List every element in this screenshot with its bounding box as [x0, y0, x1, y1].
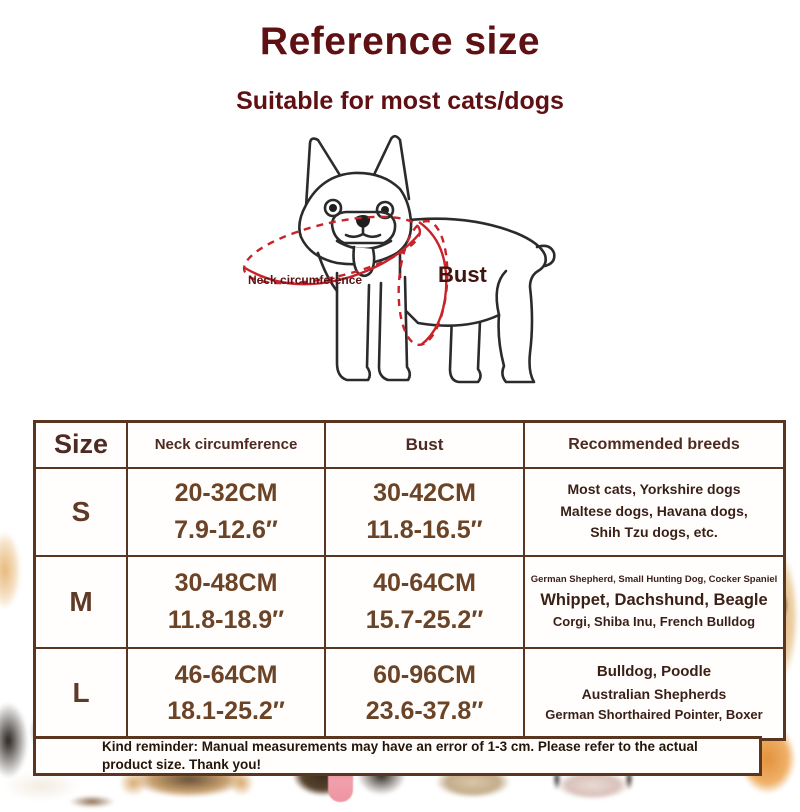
breeds-cell: Most cats, Yorkshire dogs Maltese dogs, … — [523, 466, 786, 557]
neck-cell: 30-48CM 11.8-18.9″ — [126, 554, 326, 649]
neck-cm-value: 46-64CM — [174, 661, 278, 689]
dog-eye-left — [323, 198, 343, 218]
size-cell: S — [33, 466, 128, 557]
reminder-text: Kind reminder: Manual measurements may h… — [102, 739, 698, 772]
dog-rear-far-leg — [448, 313, 482, 384]
bust-inch-value: 23.6-37.8″ — [365, 697, 484, 726]
neck-cell: 46-64CM 18.1-25.2″ — [126, 646, 326, 741]
breeds-cell: Bulldog, Poodle Australian Shepherds Ger… — [523, 646, 786, 741]
size-table: Size Neck circumference Bust Recommended… — [33, 420, 786, 741]
dog-illustration — [242, 134, 556, 384]
breeds-line: Corgi, Shiba Inu, French Bulldog — [552, 614, 756, 630]
dog-body — [398, 217, 547, 384]
bust-cm-value: 30-42CM — [373, 479, 476, 508]
table-row-size-s: S 20-32CM 7.9-12.6″ 30-42CM 11.8-16.5″ M… — [33, 466, 786, 557]
table-header-row: Size Neck circumference Bust Recommended… — [33, 420, 786, 469]
neck-inch-value: 7.9-12.6″ — [174, 515, 278, 544]
table-row-size-m: M 30-48CM 11.8-18.9″ 40-64CM 15.7-25.2″ … — [33, 554, 786, 649]
neck-inch-value: 18.1-25.2″ — [167, 697, 285, 726]
photo-cat-fur-left — [0, 520, 36, 632]
bust-cell: 60-96CM 23.6-37.8″ — [324, 646, 525, 741]
bust-cell: 40-64CM 15.7-25.2″ — [324, 554, 525, 649]
dog-front-leg-right — [377, 275, 412, 382]
bust-cm-value: 40-64CM — [373, 569, 476, 598]
breeds-line: Bulldog, Poodle — [596, 663, 712, 681]
dog-muzzle — [330, 210, 397, 245]
breeds-line: Maltese dogs, Havana dogs, — [560, 502, 748, 519]
header-size: Size — [33, 420, 128, 469]
neck-cm-value: 20-32CM — [174, 479, 278, 508]
breeds-line: Most cats, Yorkshire dogs — [567, 480, 741, 497]
size-cell: L — [33, 646, 128, 741]
header-neck-circumference: Neck circumference — [126, 420, 326, 469]
page-title: Reference size — [259, 20, 541, 63]
bust-cell: 30-42CM 11.8-16.5″ — [324, 466, 525, 557]
dog-tail — [535, 244, 556, 268]
header-recommended-breeds: Recommended breeds — [523, 420, 786, 469]
breeds-line: Australian Shepherds — [581, 685, 727, 702]
neck-cell: 20-32CM 7.9-12.6″ — [126, 466, 326, 557]
neck-circumference-label: Neck circumference — [248, 273, 363, 287]
table-row-size-l: L 46-64CM 18.1-25.2″ 60-96CM 23.6-37.8″ … — [33, 646, 786, 741]
breeds-line: Whippet, Dachshund, Beagle — [540, 590, 768, 609]
header-bust: Bust — [324, 420, 525, 469]
breeds-line: German Shorthaired Pointer, Boxer — [545, 707, 763, 723]
dog-front-leg-left — [335, 271, 372, 382]
bust-inch-value: 15.7-25.2″ — [365, 605, 484, 634]
bust-cm-value: 60-96CM — [373, 661, 476, 689]
reminder-banner: Kind reminder: Manual measurements may h… — [33, 736, 762, 776]
dog-measurement-diagram: Neck circumference Bust — [240, 125, 570, 415]
breeds-cell: German Shepherd, Small Hunting Dog, Cock… — [523, 554, 786, 649]
breeds-line: Shih Tzu dogs, etc. — [590, 524, 718, 541]
size-letter-s: S — [71, 495, 91, 527]
size-letter-l: L — [72, 677, 90, 709]
neck-circumference-line — [242, 215, 422, 285]
neck-cm-value: 30-48CM — [174, 569, 278, 598]
breeds-line: German Shepherd, Small Hunting Dog, Cock… — [530, 573, 778, 585]
page-subtitle: Suitable for most cats/dogs — [236, 87, 564, 115]
size-cell: M — [33, 554, 128, 649]
neck-inch-value: 11.8-18.9″ — [167, 605, 285, 634]
bust-label: Bust — [438, 262, 487, 287]
bust-inch-value: 11.8-16.5″ — [366, 515, 483, 544]
size-letter-m: M — [69, 585, 93, 617]
